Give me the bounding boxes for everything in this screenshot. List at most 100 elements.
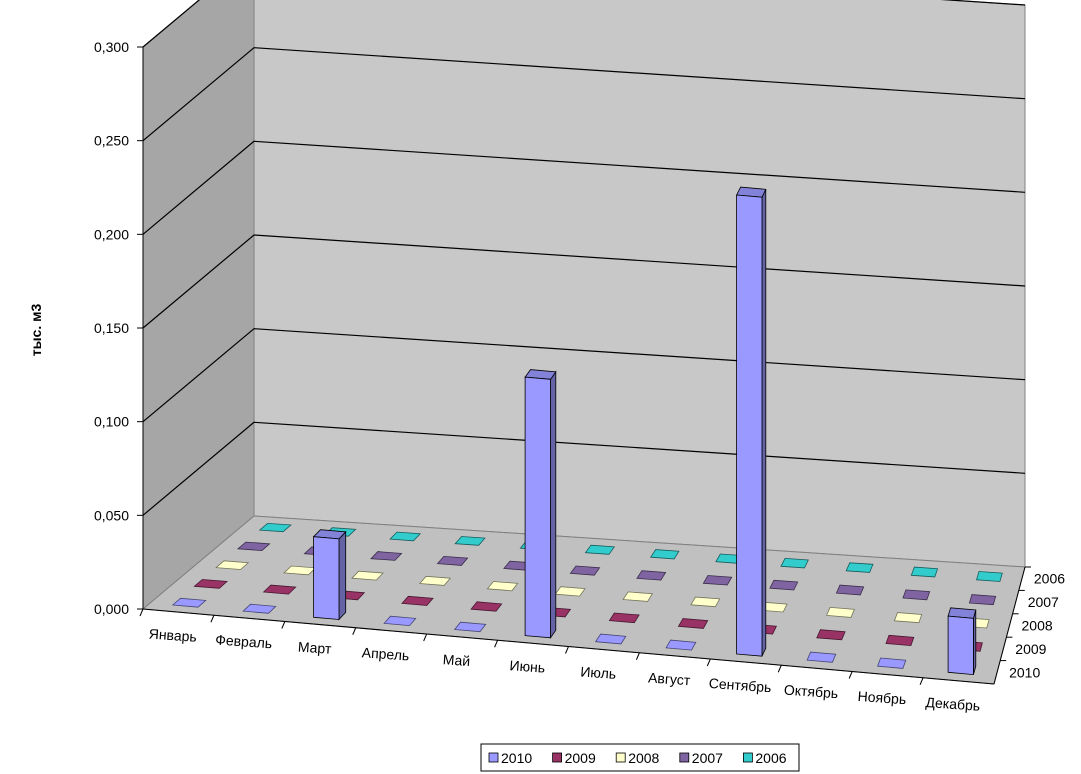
bar-front <box>524 376 551 639</box>
gridlines <box>142 0 1026 516</box>
bar-front <box>313 536 340 620</box>
bar-tile <box>594 633 627 645</box>
bar-2008-5 <box>554 586 586 597</box>
bar-tile <box>690 596 721 608</box>
x-tick-label: Март <box>297 638 332 656</box>
bar-tile <box>401 595 434 606</box>
bar-tile <box>389 531 422 542</box>
gridline <box>142 421 1026 516</box>
bar-front <box>736 194 763 657</box>
legend-label: 2008 <box>628 750 659 766</box>
bar-tile <box>383 615 417 627</box>
bar-2006-6 <box>649 549 680 560</box>
side-wall <box>142 0 255 611</box>
bar-2009-6 <box>608 612 640 624</box>
bar-2010-7 <box>665 639 697 651</box>
bar-2007-3 <box>436 555 469 566</box>
bar-tile <box>436 555 469 566</box>
depth-tick-label: 2008 <box>1022 618 1053 634</box>
legend-item-2007: 2007 <box>679 750 723 766</box>
bar-tile <box>262 584 297 595</box>
x-tick-label: Декабрь <box>925 694 981 714</box>
bar-tile <box>351 570 384 581</box>
bar-2007-0 <box>237 541 271 552</box>
gridline <box>142 47 1026 142</box>
bar-2008-6 <box>622 591 653 602</box>
x-tick-label: Октябрь <box>783 682 838 702</box>
y-tick-label: 0,000 <box>94 601 129 617</box>
bars <box>171 186 1003 676</box>
x-tick-mark <box>423 633 428 642</box>
bar-tile <box>968 594 997 606</box>
legend-item-2010: 2010 <box>488 750 532 766</box>
x-tick-mark <box>139 608 144 617</box>
legend-item-2006: 2006 <box>743 750 787 766</box>
bar-tile <box>584 544 616 555</box>
bar-tile <box>806 651 837 663</box>
depth-tick-label: 2009 <box>1015 641 1046 657</box>
bar-2010-9 <box>806 651 837 663</box>
x-tick-label: Сентябрь <box>708 675 772 695</box>
legend-swatch <box>552 752 562 763</box>
bar-tile <box>370 551 403 561</box>
y-tick-labels: 0,000 0,050 0,100 0,150 0,200 0,250 0,300 <box>94 39 129 617</box>
y-tick-label: 0,050 <box>94 507 129 523</box>
bar-tile <box>826 606 855 618</box>
bar-tile <box>453 621 487 633</box>
bar-2007-10 <box>902 589 931 601</box>
x-tick-mark <box>848 671 853 679</box>
x-tick-mark <box>635 652 640 660</box>
depth-tick-label: 2007 <box>1028 594 1059 610</box>
bar-tile <box>171 597 207 608</box>
y-axis-title: тыс. м3 <box>28 304 44 357</box>
bar-2006-2 <box>389 531 422 542</box>
bar-2007-9 <box>835 584 865 596</box>
x-tick-mark <box>352 627 357 635</box>
bar-tile <box>877 657 907 669</box>
back-wall <box>253 0 1026 568</box>
x-tick-labels: Январь Февраль Март Апрель Май Июнь Июль Август… <box>148 625 980 713</box>
bar-front <box>947 615 974 676</box>
bar-2008-3 <box>418 575 452 586</box>
legend-item-2008: 2008 <box>615 750 660 766</box>
bar-2006-0 <box>258 522 292 533</box>
bar-tile <box>242 603 277 614</box>
bar-tile <box>569 565 601 576</box>
x-tick-mark <box>565 646 569 654</box>
legend-swatch <box>679 752 690 763</box>
bar-tile <box>554 586 586 597</box>
bar-2010-3 <box>383 615 417 627</box>
x-tick-mark <box>777 665 782 673</box>
x-tick-label: Январь <box>148 625 197 644</box>
x-tick-label: Май <box>442 651 470 669</box>
bar-2010-11 <box>947 607 977 676</box>
bar-2007-6 <box>636 570 667 581</box>
bar-2010-2 <box>312 529 347 621</box>
legend-item-2009: 2009 <box>552 750 596 766</box>
bar-side <box>761 189 767 657</box>
x-tick-label: Ноябрь <box>857 688 907 707</box>
bar-2006-11 <box>975 571 1003 582</box>
bar-2009-3 <box>401 595 434 606</box>
bar-side <box>550 370 557 640</box>
gridline <box>142 140 1026 235</box>
x-tick-mark <box>706 658 711 667</box>
bar-2008-9 <box>826 606 855 618</box>
bar-2006-9 <box>845 562 874 573</box>
bar-tile <box>702 575 733 586</box>
bar-2010-6 <box>594 633 627 645</box>
bar-tile <box>215 560 250 570</box>
bar-2009-1 <box>262 584 297 595</box>
bar-2010-1 <box>242 603 277 614</box>
bar-2009-4 <box>470 601 503 612</box>
legend-label: 2009 <box>565 750 596 766</box>
bar-2007-11 <box>968 594 997 606</box>
bar-2010-4 <box>453 621 487 633</box>
bar-tile <box>910 566 939 578</box>
bar-2006-10 <box>910 566 939 578</box>
bar-2006-8 <box>780 557 809 569</box>
x-tick-label: Июль <box>580 663 617 681</box>
bar-tile <box>237 541 271 552</box>
legend-label: 2010 <box>501 750 532 766</box>
